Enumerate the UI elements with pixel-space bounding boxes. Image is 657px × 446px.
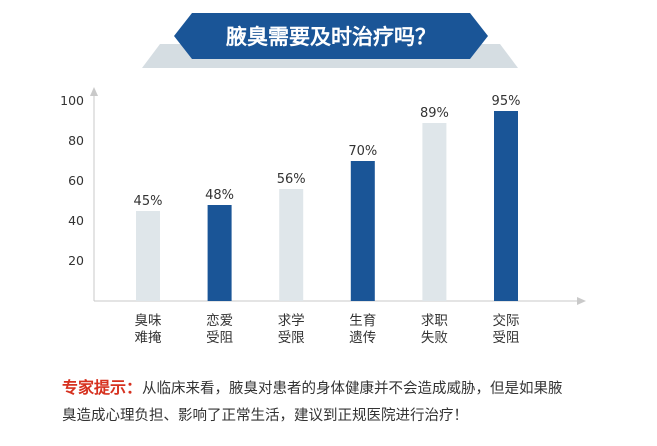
category-label: 求学: [278, 313, 305, 329]
category-label: 受限: [278, 330, 305, 346]
bar: [279, 189, 304, 301]
category-label: 臭味: [135, 313, 162, 329]
bars: [136, 111, 518, 301]
category-label: 求职: [421, 313, 448, 329]
category-label: 难掩: [135, 330, 162, 346]
y-axis-arrow: [90, 87, 98, 96]
bar-chart: 腋臭需要及时治疗吗？ 20 40 60 80 100 45% 48% 56% 70% 89% 95…: [60, 13, 586, 346]
data-label: 95%: [492, 94, 521, 109]
data-label: 89%: [420, 106, 449, 121]
category-label: 生育: [349, 313, 376, 329]
data-label: 56%: [277, 172, 306, 187]
expert-tip-text-1: 从临床来看，腋臭对患者的身体健康并不会造成威胁，但是如果腋: [142, 381, 563, 397]
data-label: 70%: [348, 144, 377, 159]
y-tick-label: 80: [68, 133, 84, 148]
category-label: 恋爱: [206, 312, 233, 329]
y-tick-label: 40: [68, 213, 84, 228]
y-ticks: 20 40 60 80 100: [60, 93, 84, 268]
category-label: 失败: [421, 330, 448, 346]
category-label: 遗传: [349, 330, 376, 346]
bar: [422, 123, 447, 301]
data-label: 45%: [134, 194, 163, 209]
bar: [350, 161, 375, 301]
data-labels: 45% 48% 56% 70% 89% 95%: [134, 94, 521, 209]
chart-title: 腋臭需要及时治疗吗？: [226, 25, 436, 49]
expert-tip-text-2: 臭造成心理负担、影响了正常生活，建议到正规医院进行治疗！: [62, 408, 468, 424]
bar: [136, 211, 160, 301]
category-label: 受阻: [493, 330, 520, 346]
title-banner: [174, 13, 488, 59]
y-tick-label: 100: [60, 93, 84, 108]
expert-tip-label: 专家提示：: [62, 378, 143, 397]
category-label: 受阻: [206, 330, 233, 346]
bar: [207, 205, 232, 301]
data-label: 48%: [205, 188, 234, 203]
x-axis-arrow: [577, 297, 586, 305]
y-tick-label: 20: [68, 253, 84, 268]
category-label: 交际: [493, 312, 520, 329]
bar: [494, 111, 518, 301]
y-tick-label: 60: [68, 173, 84, 188]
expert-tip: 专家提示：从临床来看，腋臭对患者的身体健康并不会造成威胁，但是如果腋 臭造成心理…: [62, 374, 622, 430]
